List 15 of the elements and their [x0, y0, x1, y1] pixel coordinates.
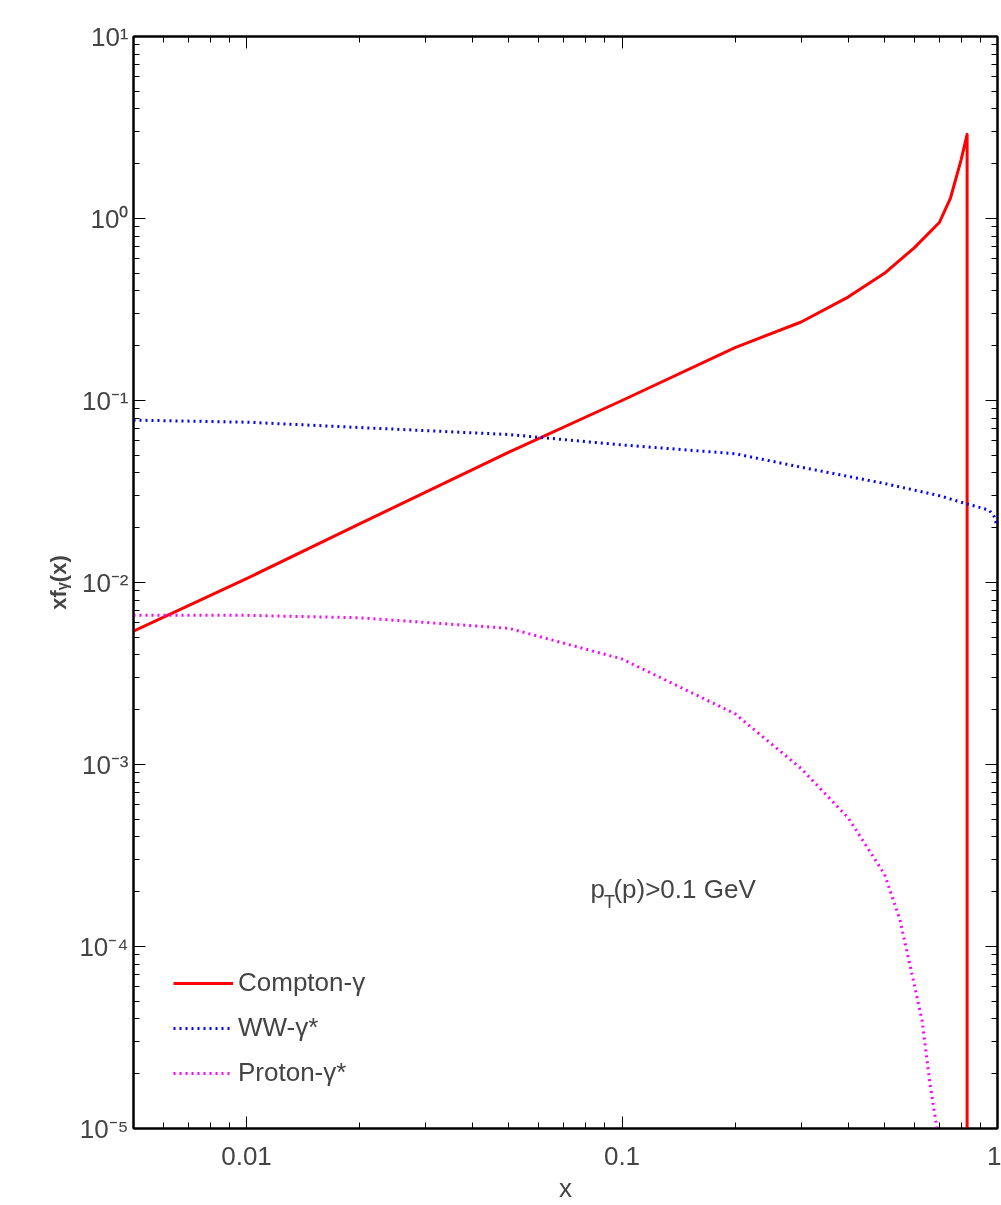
x-tick-label: 1	[987, 1140, 1001, 1171]
legend-label: WW-γ*	[238, 1012, 319, 1043]
x-axis-title: x	[559, 1172, 572, 1203]
y-tick-label: 10⁻³	[81, 749, 129, 780]
x-tick-label: 0.01	[221, 1140, 272, 1171]
y-tick-label: 10⁻⁴	[79, 931, 129, 962]
y-axis-title: xfᵧ(x)	[46, 555, 72, 610]
y-tick-label: 10⁻²	[81, 567, 129, 598]
legend-label: Compton-γ	[238, 967, 366, 998]
x-tick-label: 0.1	[603, 1140, 641, 1171]
y-tick-label: 10⁰	[90, 203, 129, 234]
y-tick-label: 10⁻¹	[81, 385, 129, 416]
legend-label: Proton-γ*	[238, 1057, 347, 1088]
y-tick-label: 10⁻⁵	[79, 1113, 129, 1144]
y-tick-label: 10¹	[90, 21, 129, 52]
